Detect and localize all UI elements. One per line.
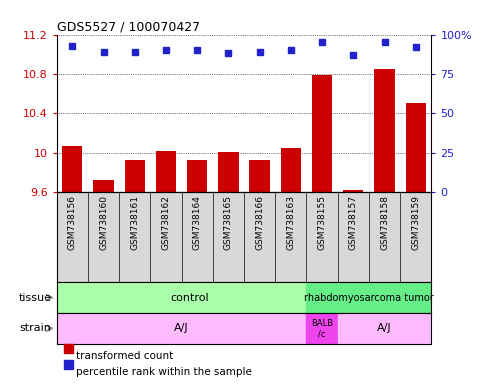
Bar: [406, 103, 426, 192]
Text: GSM738161: GSM738161: [130, 195, 139, 250]
Text: A/J: A/J: [175, 323, 189, 333]
Bar: [187, 159, 208, 192]
Bar: [62, 146, 82, 192]
Text: transformed count: transformed count: [76, 351, 174, 361]
Text: GSM738156: GSM738156: [68, 195, 77, 250]
Text: GSM738155: GSM738155: [317, 195, 326, 250]
Bar: [374, 69, 395, 192]
Text: GSM738160: GSM738160: [99, 195, 108, 250]
Bar: [125, 159, 145, 192]
Bar: [307, 282, 431, 313]
Bar: [57, 313, 307, 344]
Bar: [93, 180, 114, 192]
Bar: [64, 344, 73, 353]
Text: BALB
/c: BALB /c: [311, 319, 333, 338]
Text: GDS5527 / 100070427: GDS5527 / 100070427: [57, 20, 200, 33]
Text: tissue: tissue: [19, 293, 52, 303]
Bar: [307, 313, 338, 344]
Bar: [156, 151, 176, 192]
Text: rhabdomyosarcoma tumor: rhabdomyosarcoma tumor: [304, 293, 434, 303]
Text: control: control: [170, 293, 209, 303]
Text: A/J: A/J: [377, 323, 392, 333]
Bar: [249, 159, 270, 192]
Bar: [312, 75, 332, 192]
Bar: [281, 148, 301, 192]
Bar: [218, 152, 239, 192]
Text: GSM738165: GSM738165: [224, 195, 233, 250]
Text: GSM738158: GSM738158: [380, 195, 389, 250]
Text: GSM738162: GSM738162: [162, 195, 171, 250]
Bar: [338, 313, 431, 344]
Bar: [343, 190, 363, 192]
Text: strain: strain: [20, 323, 52, 333]
Text: GSM738159: GSM738159: [411, 195, 420, 250]
Text: percentile rank within the sample: percentile rank within the sample: [76, 367, 252, 377]
Text: GSM738163: GSM738163: [286, 195, 295, 250]
Bar: [57, 282, 307, 313]
Text: GSM738164: GSM738164: [193, 195, 202, 250]
Text: GSM738157: GSM738157: [349, 195, 358, 250]
Bar: [64, 360, 73, 369]
Text: GSM738166: GSM738166: [255, 195, 264, 250]
